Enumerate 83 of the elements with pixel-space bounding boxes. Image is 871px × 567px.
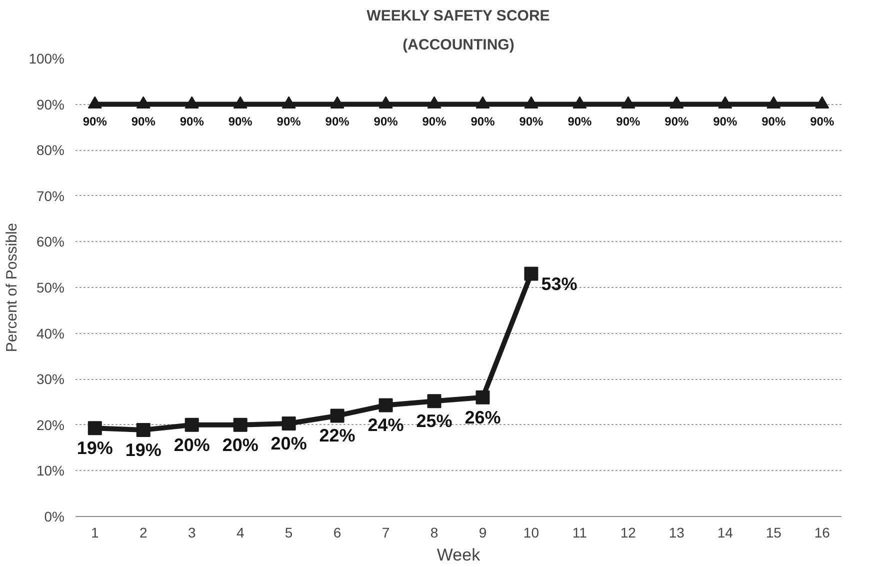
x-tick-label: 7: [382, 524, 390, 540]
data-label: 24%: [368, 415, 404, 436]
point: [88, 96, 102, 109]
data-label: 90%: [374, 114, 398, 128]
point: [233, 418, 248, 432]
point: [330, 96, 344, 109]
data-label: 53%: [541, 274, 578, 294]
x-tick-label: 14: [717, 524, 734, 540]
data-label: 90%: [325, 114, 350, 128]
y-tick-label: 40%: [36, 325, 65, 342]
data-label: 20%: [174, 434, 210, 455]
x-tick-label: 3: [188, 524, 196, 540]
point: [330, 408, 344, 423]
y-tick-label: 20%: [36, 416, 65, 433]
point: [136, 96, 150, 109]
y-tick-label: 0%: [44, 508, 64, 524]
data-label: 90%: [713, 114, 738, 128]
point: [184, 96, 199, 109]
data-label: 90%: [180, 114, 204, 128]
point: [524, 266, 538, 281]
x-tick-label: 4: [236, 524, 244, 540]
y-tick-label: 60%: [36, 234, 65, 250]
x-tick-label: 8: [430, 524, 438, 540]
data-label: 25%: [416, 411, 452, 432]
y-tick-label: 30%: [36, 371, 65, 388]
point: [282, 416, 296, 431]
y-tick-label: 70%: [36, 188, 65, 204]
y-tick-label: 90%: [36, 96, 65, 112]
x-tick-label: 10: [523, 524, 540, 540]
x-tick-label: 16: [814, 524, 830, 540]
data-label: 90%: [519, 114, 544, 128]
point: [670, 96, 684, 109]
point: [136, 422, 150, 437]
point: [476, 390, 490, 404]
y-axis-title: Percent of Possible: [4, 222, 21, 352]
x-tick-label: 13: [668, 524, 685, 540]
point: [572, 96, 587, 109]
data-label: 20%: [270, 434, 307, 454]
data-label: 22%: [319, 426, 356, 446]
point: [524, 96, 538, 109]
y-tick-label: 50%: [36, 280, 65, 296]
data-label: 90%: [568, 114, 592, 128]
data-label: 90%: [762, 114, 786, 128]
x-tick-label: 9: [478, 524, 487, 540]
point: [378, 398, 393, 412]
x-tick-label: 11: [572, 524, 588, 540]
data-label: 90%: [422, 114, 447, 128]
x-tick-label: 5: [284, 524, 293, 540]
data-label: 90%: [616, 114, 641, 128]
point: [282, 96, 296, 109]
y-tick-label: 10%: [36, 462, 65, 479]
point: [427, 394, 442, 408]
x-tick-label: 1: [91, 524, 99, 540]
point: [233, 96, 248, 109]
point: [815, 96, 830, 109]
data-label: 90%: [664, 114, 690, 128]
point: [476, 96, 490, 109]
y-tick-label: 80%: [36, 142, 65, 158]
data-label: 90%: [470, 114, 496, 128]
chart-title: WEEKLY SAFETY SCORE: [366, 8, 550, 24]
x-tick-label: 2: [139, 524, 148, 540]
data-label: 90%: [131, 114, 156, 128]
data-label: 26%: [464, 407, 501, 428]
data-label: 19%: [76, 438, 113, 458]
data-label: 90%: [810, 114, 834, 128]
point: [378, 96, 393, 109]
data-label: 19%: [125, 440, 162, 460]
chart-subtitle: (ACCOUNTING): [402, 36, 514, 54]
x-tick-label: 15: [766, 524, 782, 540]
data-label: 20%: [222, 434, 258, 455]
point: [621, 96, 636, 109]
point: [88, 421, 102, 436]
x-axis-title: Week: [436, 546, 481, 564]
x-tick-label: 12: [620, 524, 636, 540]
data-label: 90%: [228, 114, 253, 128]
x-tick-label: 6: [333, 524, 342, 540]
point: [427, 96, 442, 109]
data-label: 90%: [276, 114, 302, 128]
data-label: 90%: [82, 114, 108, 128]
point: [766, 96, 781, 109]
y-tick-label: 100%: [28, 50, 65, 66]
point: [184, 418, 199, 432]
point: [718, 96, 732, 109]
